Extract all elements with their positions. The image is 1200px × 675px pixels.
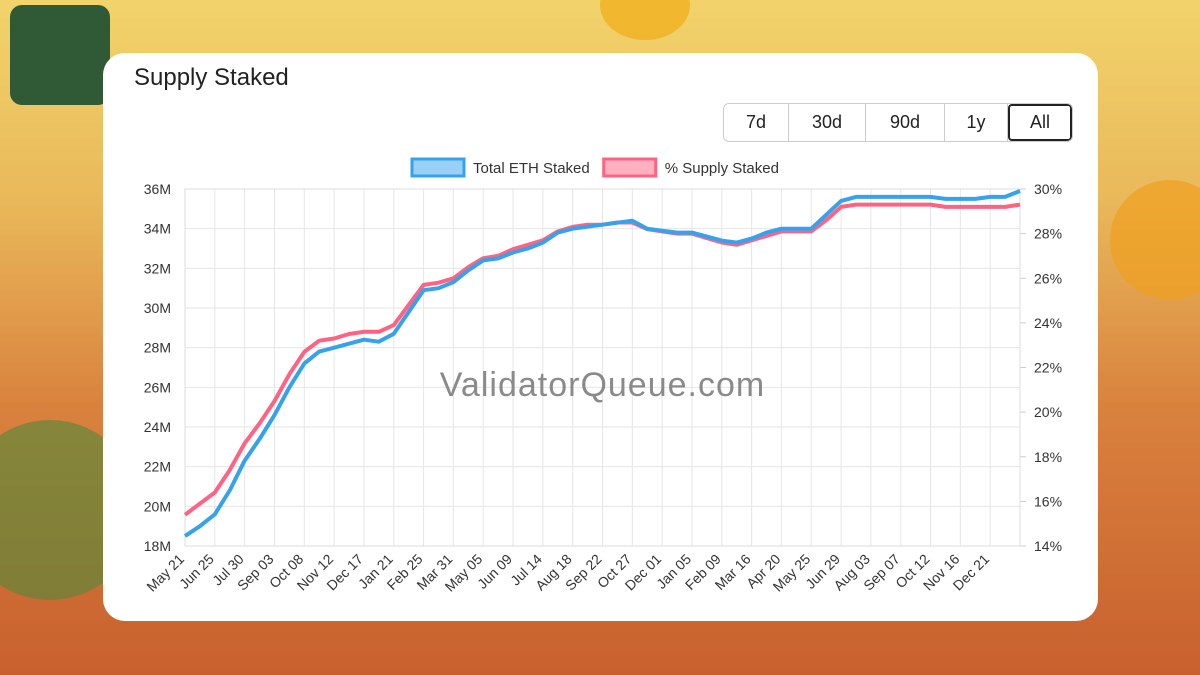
legend-label: % Supply Staked [665,160,779,177]
chart-title: Supply Staked [134,64,289,91]
y-tick-label: 30M [144,300,171,316]
y2-tick-label: 28% [1034,226,1062,242]
range-button[interactable]: 90d [866,104,945,141]
decoration [10,5,110,105]
plot-frame [184,188,1021,547]
legend-swatch [602,157,658,178]
range-button[interactable]: All [1008,104,1072,141]
y-tick-label: 34M [144,221,171,237]
y2-tick-label: 20% [1034,404,1062,420]
legend-label: Total ETH Staked [473,160,590,177]
x-tick-label: Jun 25 [176,551,217,592]
chart-card: Supply Staked 7d 30d 90d 1y All [103,53,1098,621]
y-tick-label: 24M [144,419,171,435]
y-tick-label: 22M [144,459,171,475]
y2-tick-label: 30% [1034,181,1062,197]
y2-tick-label: 18% [1034,449,1062,465]
series-line [183,189,1021,538]
range-button[interactable]: 30d [789,104,866,141]
y2-tick-label: 24% [1034,315,1062,331]
y2-tick-label: 26% [1034,270,1062,286]
watermark: ValidatorQueue.com [440,366,765,404]
y-tick-label: 32M [144,260,171,276]
y-tick-label: 18M [144,538,171,554]
range-buttons: 7d 30d 90d 1y All [723,103,1073,142]
range-button[interactable]: 1y [945,104,1008,141]
decoration [1110,180,1200,300]
y-tick-label: 20M [144,498,171,514]
x-tick-label: May 21 [143,551,187,595]
x-tick-label: Jun 09 [474,551,515,592]
range-button[interactable]: 7d [724,104,789,141]
y2-tick-label: 16% [1034,493,1062,509]
legend-swatch [410,157,466,178]
y-tick-label: 26M [144,379,171,395]
y-tick-label: 36M [144,181,171,197]
y-tick-label: 28M [144,340,171,356]
y2-tick-label: 22% [1034,360,1062,376]
y2-tick-label: 14% [1034,538,1062,554]
